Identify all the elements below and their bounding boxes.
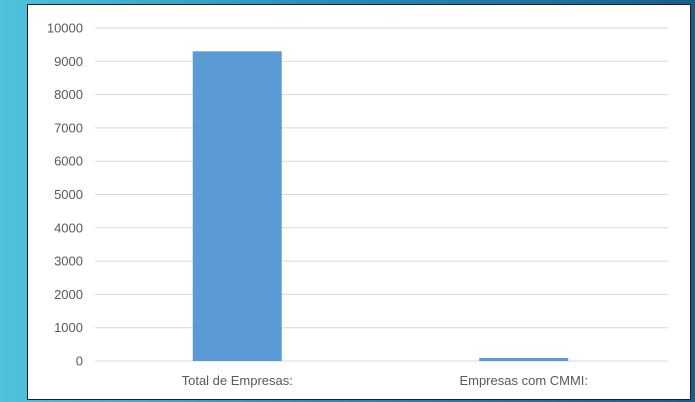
gridlines bbox=[95, 27, 668, 362]
chart-frame: 0 1000 2000 3000 4000 5000 6000 7000 8000 9000 100… bbox=[27, 4, 691, 400]
x-tick-label: Total de Empresas: bbox=[182, 373, 293, 388]
y-tick-label: 10000 bbox=[47, 21, 83, 36]
bars bbox=[192, 51, 569, 362]
y-tick-label: 2000 bbox=[54, 287, 83, 302]
y-tick-label: 0 bbox=[76, 354, 83, 369]
bar-chart: 0 1000 2000 3000 4000 5000 6000 7000 8000 9000 100… bbox=[47, 21, 668, 388]
y-tick-label: 3000 bbox=[54, 254, 83, 269]
bar-total-de-empresas bbox=[192, 51, 282, 362]
x-tick-label: Empresas com CMMI: bbox=[459, 373, 588, 388]
bar-empresas-com-cmmi bbox=[479, 358, 569, 361]
y-tick-label: 8000 bbox=[54, 87, 83, 102]
y-tick-label: 7000 bbox=[54, 120, 83, 135]
y-tick-label: 1000 bbox=[54, 320, 83, 335]
y-tick-label: 4000 bbox=[54, 220, 83, 235]
y-axis-ticks: 0 1000 2000 3000 4000 5000 6000 7000 8000 9000 100… bbox=[47, 21, 83, 369]
x-axis-labels: Total de Empresas: Empresas com CMMI: bbox=[182, 373, 588, 388]
y-tick-label: 5000 bbox=[54, 187, 83, 202]
y-tick-label: 6000 bbox=[54, 154, 83, 169]
y-tick-label: 9000 bbox=[54, 54, 83, 69]
